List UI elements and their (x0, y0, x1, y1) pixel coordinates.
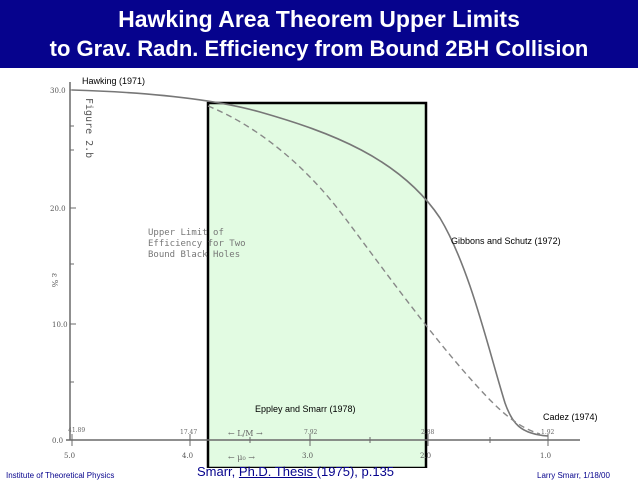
top-tick-label: 2.88 (421, 429, 435, 436)
highlight-region (206, 101, 428, 468)
x-tick-marks (71, 434, 549, 446)
y-axis-symbol: ε % (50, 273, 59, 288)
footer-right: Larry Smarr, 1/18/00 (537, 471, 610, 480)
thesis-link[interactable]: Ph.D. Thesis (238, 464, 317, 479)
y-tick-label: 0.0 (52, 437, 63, 445)
hawking-label: Hawking (1971) (82, 76, 145, 86)
figure-note-line: Upper Limit of (148, 228, 224, 238)
top-tick-label: 17.47 (180, 429, 197, 436)
figure-note-line: Efficiency for Two (148, 239, 246, 249)
figure-note-line: Bound Black Holes (148, 250, 240, 260)
gibbons-schutz-label: Gibbons and Schutz (1972) (451, 236, 561, 246)
x-tick-label: 1.0 (540, 452, 551, 460)
citation-prefix: Smarr, (197, 464, 239, 479)
citation-suffix: (1975), p.135 (316, 464, 395, 479)
y-tick-marks (70, 89, 76, 383)
x-tick-label: 4.0 (182, 452, 193, 460)
top-tick-label: 1.92 (541, 429, 555, 436)
x-tick-label: 3.0 (302, 452, 313, 460)
slide-title-line-1: Hawking Area Theorem Upper Limits (118, 6, 520, 32)
y-tick-label: 20.0 (50, 205, 66, 213)
footer-left: Institute of Theoretical Physics (6, 471, 115, 480)
y-tick-label: 30.0 (50, 87, 66, 95)
cadez-label: Cadez (1974) (543, 412, 598, 422)
x-axis-label-mu: ← μ₀ → (228, 453, 255, 462)
x-tick-label: 2.0 (420, 452, 431, 460)
x-tick-label: 5.0 (64, 452, 75, 460)
y-tick-label: 10.0 (52, 321, 68, 329)
upper-limit-curve (71, 89, 549, 437)
top-tick-label: 41.89 (68, 427, 85, 434)
scanned-figure: 30.0 20.0 10.0 0.0 ε % Figure 2.b 41.89 … (50, 76, 598, 468)
eppley-smarr-curve (207, 105, 541, 435)
x-axis-label: ← L/M → (228, 429, 263, 438)
top-tick-label: 7.92 (304, 429, 318, 436)
eppley-smarr-label: Eppley and Smarr (1978) (255, 404, 356, 414)
slide-title-line-2: to Grav. Radn. Efficiency from Bound 2BH… (49, 36, 589, 61)
title-banner: Hawking Area Theorem Upper Limits to Gra… (0, 0, 638, 68)
footer-citation: Smarr, Ph.D. Thesis (1975), p.135 (197, 464, 394, 479)
figure-label: Figure 2.b (83, 98, 94, 158)
